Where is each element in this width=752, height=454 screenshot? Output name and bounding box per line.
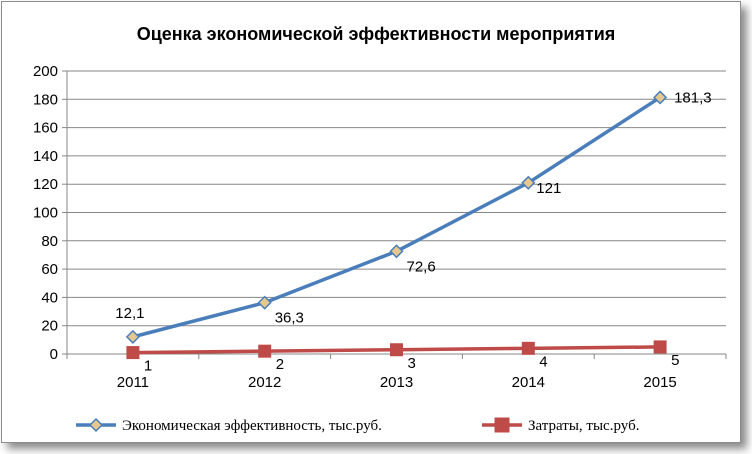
x-tick-label: 2014 [512, 374, 545, 391]
y-tick-label: 100 [33, 205, 58, 222]
y-tick-label: 80 [41, 233, 58, 250]
y-axis: 0 20 40 60 80 100 120 140 160 180 200 [33, 63, 68, 363]
data-label: 1 [144, 358, 152, 375]
data-point [257, 295, 272, 310]
data-point [521, 175, 536, 190]
legend: Экономическая эффективность, тыс.руб. Зат… [76, 417, 639, 434]
data-point [390, 343, 403, 357]
data-point [126, 346, 140, 360]
data-point [389, 244, 404, 259]
series-line [132, 95, 662, 339]
gridlines [67, 70, 726, 327]
chart-frame [1, 1, 741, 443]
series-group [125, 90, 668, 360]
y-tick-label: 140 [33, 148, 58, 165]
data-label: 36,3 [275, 310, 304, 327]
data-labels: 12,1 36,3 72,6 121 181,3 1 2 3 4 5 [115, 89, 711, 374]
y-tick-label: 40 [41, 289, 58, 306]
x-axis: 2011 2012 2013 2014 2015 [66, 353, 727, 391]
data-label: 5 [671, 352, 679, 369]
legend-item: Затраты, тыс.руб. [482, 417, 639, 434]
data-point [653, 340, 667, 354]
y-tick-label: 120 [33, 176, 58, 193]
x-tick-label: 2011 [117, 374, 149, 391]
legend-label: Затраты, тыс.руб. [528, 418, 639, 434]
y-tick-label: 180 [33, 91, 58, 108]
x-tick-label: 2012 [248, 374, 281, 391]
data-label: 4 [539, 353, 547, 370]
y-tick-label: 160 [33, 120, 58, 137]
x-tick-label: 2015 [643, 374, 676, 391]
legend-label: Экономическая эффективность, тыс.руб. [122, 418, 382, 434]
y-tick-label: 60 [41, 261, 58, 278]
chart-title: Оценка экономической эффективности мероп… [137, 24, 616, 44]
data-point [521, 341, 535, 355]
data-label: 181,3 [674, 89, 712, 106]
legend-marker [88, 417, 104, 433]
data-point [653, 90, 668, 105]
y-tick-label: 200 [33, 63, 58, 80]
data-label: 2 [276, 356, 284, 373]
data-label: 12,1 [115, 305, 144, 322]
data-label: 72,6 [407, 258, 436, 275]
data-point [125, 329, 140, 344]
data-label: 3 [408, 355, 416, 372]
legend-item: Экономическая эффективность, тыс.руб. [76, 417, 382, 434]
x-tick-label: 2013 [380, 374, 413, 391]
y-tick-label: 0 [50, 346, 58, 363]
data-label: 121 [536, 180, 561, 197]
data-point [258, 344, 272, 358]
legend-marker [494, 417, 510, 433]
y-tick-label: 20 [41, 318, 58, 335]
